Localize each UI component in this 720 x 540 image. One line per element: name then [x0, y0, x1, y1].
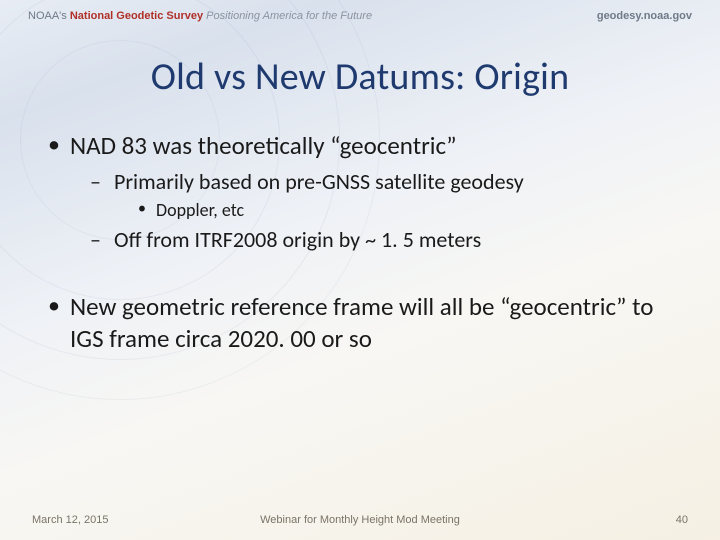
bullet-2: New geometric reference frame will all b… — [46, 291, 674, 355]
slide-body: NAD 83 was theoretically “geocentric” Pr… — [0, 130, 720, 355]
header-left: NOAA's National Geodetic Survey Position… — [28, 10, 372, 22]
bullet-1: NAD 83 was theoretically “geocentric” Pr… — [46, 130, 674, 255]
bullet-1-sub-1-detail-1-text: Doppler, etc — [156, 199, 244, 221]
footer-page: 40 — [676, 514, 688, 526]
slide-header: NOAA's National Geodetic Survey Position… — [0, 0, 720, 28]
agency-prefix: NOAA's — [28, 10, 67, 22]
slide-title: Old vs New Datums: Origin — [0, 54, 720, 100]
footer-date: March 12, 2015 — [32, 514, 108, 526]
bullet-1-sub-2-text: Off from ITRF2008 origin by ~ 1. 5 meter… — [114, 226, 481, 253]
header-site: geodesy.noaa.gov — [597, 10, 692, 22]
bullet-1-sub-1-text: Primarily based on pre-GNSS satellite ge… — [114, 168, 524, 195]
slide-footer: March 12, 2015 Webinar for Monthly Heigh… — [0, 514, 720, 526]
bullet-1-text: NAD 83 was theoretically “geocentric” — [70, 130, 457, 161]
bullet-1-sub-1-detail-1: Doppler, etc — [136, 199, 674, 222]
bullet-1-sub-2: Off from ITRF2008 origin by ~ 1. 5 meter… — [88, 226, 674, 255]
bullet-2-text: New geometric reference frame will all b… — [70, 291, 653, 354]
agency-tagline: Positioning America for the Future — [206, 10, 372, 22]
bullet-1-sub-1: Primarily based on pre-GNSS satellite ge… — [88, 168, 674, 222]
agency-name: National Geodetic Survey — [70, 10, 203, 22]
